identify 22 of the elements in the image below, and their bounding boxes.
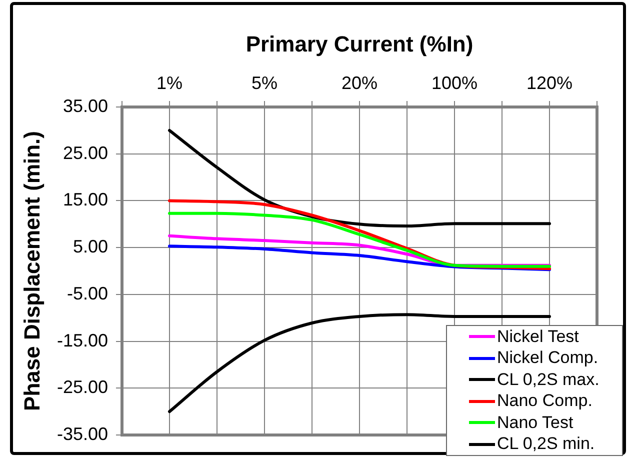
legend-label: Nickel Comp. <box>497 348 598 368</box>
y-tick-label: 15.00 <box>62 190 108 210</box>
x-axis-title: Primary Current (%In) <box>246 31 474 56</box>
x-tick-label: 120% <box>526 73 573 94</box>
y-tick-label: -35.00 <box>56 424 108 444</box>
legend-label: Nickel Test <box>497 326 579 347</box>
y-tick-label: -25.00 <box>56 377 108 398</box>
x-tick-label: 100% <box>431 73 478 94</box>
legend-label: CL 0,2S max. <box>497 370 600 390</box>
y-tick-label: -5.00 <box>66 283 108 304</box>
y-tick-label: 35.00 <box>62 96 108 116</box>
legend-label: Nano Comp. <box>497 391 592 412</box>
legend-label: Nano Test <box>497 412 574 433</box>
x-tick-label: 1% <box>156 73 183 94</box>
y-tick-label: -15.00 <box>56 330 108 350</box>
x-tick-label: 5% <box>251 73 278 94</box>
y-tick-label: 5.00 <box>72 236 108 257</box>
legend-label: CL 0,2S min. <box>497 434 595 454</box>
line-series <box>168 212 551 268</box>
y-axis-title: Phase Displacement (min.) <box>19 131 44 411</box>
x-tick-label: 20% <box>341 73 378 94</box>
y-tick-label: 25.00 <box>62 142 108 163</box>
